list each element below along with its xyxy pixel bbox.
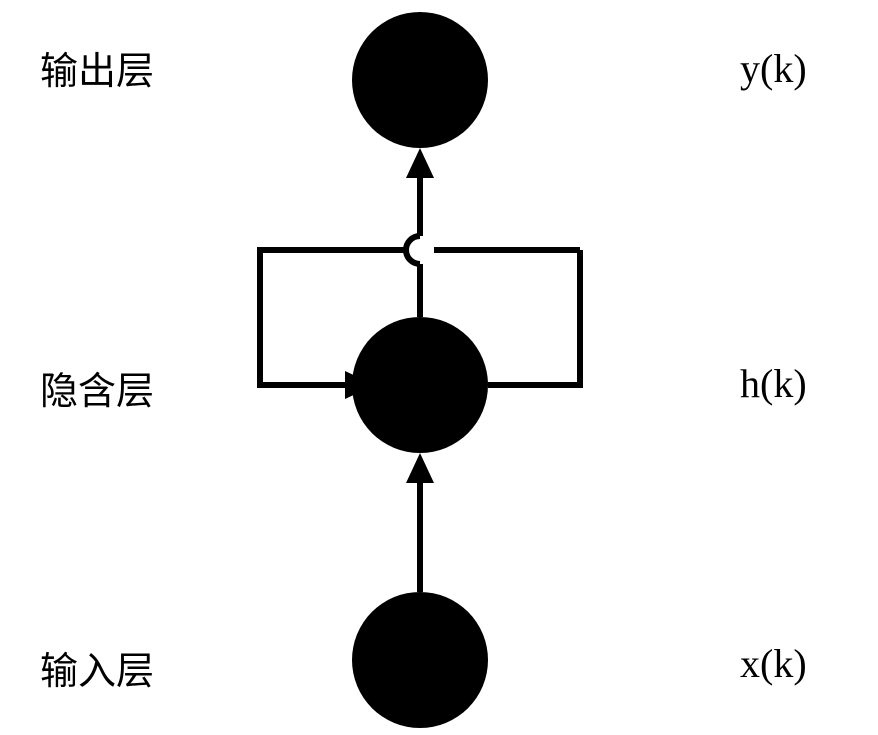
output-node: [352, 12, 488, 148]
output-symbol: y(k): [740, 45, 807, 92]
rnn-diagram: 输出层 隐含层 输入层 y(k) h(k) x(k): [0, 0, 878, 735]
hidden-node: [352, 317, 488, 453]
input-symbol: x(k): [740, 640, 807, 687]
hidden-symbol: h(k): [740, 360, 807, 407]
input-layer-label: 输入层: [40, 640, 154, 695]
input-node: [352, 592, 488, 728]
output-layer-label: 输出层: [40, 40, 154, 95]
hidden-layer-label: 隐含层: [40, 360, 154, 415]
